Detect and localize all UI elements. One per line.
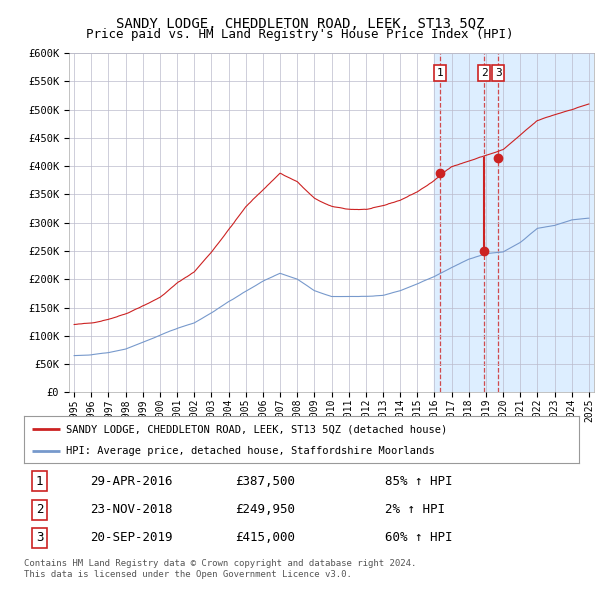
Text: 29-APR-2016: 29-APR-2016 [91,475,173,488]
Text: HPI: Average price, detached house, Staffordshire Moorlands: HPI: Average price, detached house, Staf… [65,447,434,456]
Text: 1: 1 [437,68,443,78]
Text: 60% ↑ HPI: 60% ↑ HPI [385,532,452,545]
Text: 2: 2 [36,503,43,516]
Bar [434,53,594,392]
Text: 1: 1 [36,475,43,488]
Text: Contains HM Land Registry data © Crown copyright and database right 2024.
This d: Contains HM Land Registry data © Crown c… [24,559,416,579]
Text: £387,500: £387,500 [235,475,295,488]
Text: SANDY LODGE, CHEDDLETON ROAD, LEEK, ST13 5QZ (detached house): SANDY LODGE, CHEDDLETON ROAD, LEEK, ST13… [65,424,447,434]
Text: £249,950: £249,950 [235,503,295,516]
Text: Price paid vs. HM Land Registry's House Price Index (HPI): Price paid vs. HM Land Registry's House … [86,28,514,41]
Text: 20-SEP-2019: 20-SEP-2019 [91,532,173,545]
Text: £415,000: £415,000 [235,532,295,545]
Text: SANDY LODGE, CHEDDLETON ROAD, LEEK, ST13 5QZ: SANDY LODGE, CHEDDLETON ROAD, LEEK, ST13… [116,17,484,31]
Text: 85% ↑ HPI: 85% ↑ HPI [385,475,452,488]
Text: 2: 2 [481,68,488,78]
Text: 2% ↑ HPI: 2% ↑ HPI [385,503,445,516]
Text: 3: 3 [495,68,502,78]
Text: 23-NOV-2018: 23-NOV-2018 [91,503,173,516]
Text: 3: 3 [36,532,43,545]
